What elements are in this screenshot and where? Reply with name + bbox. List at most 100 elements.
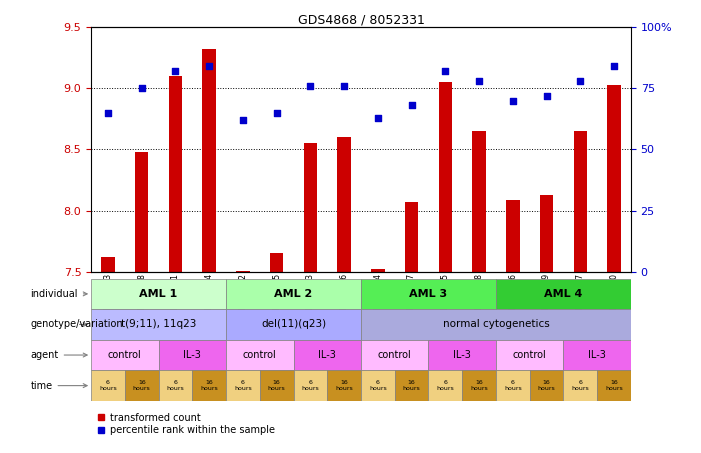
Text: 6
hours: 6 hours	[234, 381, 252, 391]
Bar	[462, 371, 496, 401]
Text: genotype/variation: genotype/variation	[30, 319, 123, 329]
Bar	[337, 137, 351, 272]
Text: control: control	[378, 350, 411, 360]
Point	[136, 85, 147, 92]
Point	[440, 67, 451, 75]
Text: 16
hours: 16 hours	[335, 381, 353, 391]
Text: AML 2: AML 2	[274, 289, 313, 299]
Bar	[226, 309, 361, 340]
Bar	[405, 202, 418, 272]
Text: 6
hours: 6 hours	[167, 381, 184, 391]
Bar	[496, 340, 564, 371]
Bar	[564, 340, 631, 371]
Text: IL-3: IL-3	[318, 350, 336, 360]
Bar	[540, 195, 553, 272]
Text: control: control	[243, 350, 277, 360]
Point	[473, 77, 484, 85]
Point	[238, 116, 249, 124]
Bar	[260, 371, 294, 401]
Bar	[101, 257, 115, 272]
Bar	[125, 371, 158, 401]
Text: t(9;11), 11q23: t(9;11), 11q23	[121, 319, 196, 329]
Text: 16
hours: 16 hours	[538, 381, 555, 391]
Bar	[506, 200, 519, 272]
Bar	[294, 371, 327, 401]
Point	[170, 67, 181, 75]
Title: GDS4868 / 8052331: GDS4868 / 8052331	[298, 13, 424, 26]
Bar	[91, 340, 158, 371]
Bar	[428, 340, 496, 371]
Bar	[192, 371, 226, 401]
Text: control: control	[513, 350, 547, 360]
Text: normal cytogenetics: normal cytogenetics	[442, 319, 550, 329]
Bar	[395, 371, 428, 401]
Bar	[158, 371, 192, 401]
Bar	[472, 131, 486, 272]
Text: 16
hours: 16 hours	[403, 381, 421, 391]
Bar	[607, 85, 621, 272]
Text: AML 1: AML 1	[139, 289, 178, 299]
Point	[541, 92, 552, 99]
Bar	[327, 371, 361, 401]
Text: 6
hours: 6 hours	[369, 381, 387, 391]
Text: control: control	[108, 350, 142, 360]
Text: IL-3: IL-3	[184, 350, 201, 360]
Text: IL-3: IL-3	[588, 350, 606, 360]
Bar	[91, 279, 226, 309]
Bar	[294, 340, 361, 371]
Point	[575, 77, 586, 85]
Bar	[226, 371, 260, 401]
Bar	[496, 371, 530, 401]
Text: 6
hours: 6 hours	[504, 381, 522, 391]
Bar	[371, 270, 385, 272]
Bar	[573, 131, 587, 272]
Text: individual: individual	[30, 289, 87, 299]
Point	[608, 63, 620, 70]
Bar	[91, 309, 226, 340]
Bar	[361, 371, 395, 401]
Bar	[304, 143, 317, 272]
Text: 6
hours: 6 hours	[571, 381, 589, 391]
Bar	[361, 279, 496, 309]
Bar	[496, 279, 631, 309]
Text: IL-3: IL-3	[454, 350, 471, 360]
Bar	[597, 371, 631, 401]
Bar	[91, 371, 125, 401]
Text: 16
hours: 16 hours	[133, 381, 151, 391]
Text: 16
hours: 16 hours	[268, 381, 285, 391]
Text: 16
hours: 16 hours	[605, 381, 623, 391]
Point	[339, 82, 350, 90]
Text: AML 4: AML 4	[544, 289, 583, 299]
Text: AML 3: AML 3	[409, 289, 447, 299]
Text: time: time	[30, 381, 87, 390]
Bar	[361, 340, 428, 371]
Bar	[530, 371, 564, 401]
Point	[102, 109, 114, 116]
Text: 6
hours: 6 hours	[437, 381, 454, 391]
Bar	[236, 270, 250, 272]
Text: 16
hours: 16 hours	[470, 381, 488, 391]
Text: 6
hours: 6 hours	[99, 381, 117, 391]
Bar	[439, 82, 452, 272]
Bar	[135, 152, 149, 272]
Text: agent: agent	[30, 350, 87, 360]
Point	[372, 114, 383, 121]
Point	[508, 97, 519, 104]
Bar	[158, 340, 226, 371]
Bar	[169, 76, 182, 272]
Bar	[564, 371, 597, 401]
Point	[203, 63, 215, 70]
Bar	[270, 253, 283, 272]
Text: 6
hours: 6 hours	[301, 381, 319, 391]
Point	[406, 102, 417, 109]
Point	[305, 82, 316, 90]
Bar	[203, 49, 216, 272]
Legend: transformed count, percentile rank within the sample: transformed count, percentile rank withi…	[96, 413, 275, 435]
Bar	[428, 371, 462, 401]
Text: 16
hours: 16 hours	[200, 381, 218, 391]
Point	[271, 109, 283, 116]
Text: del(11)(q23): del(11)(q23)	[261, 319, 326, 329]
Bar	[226, 340, 294, 371]
Bar	[361, 309, 631, 340]
Bar	[226, 279, 361, 309]
